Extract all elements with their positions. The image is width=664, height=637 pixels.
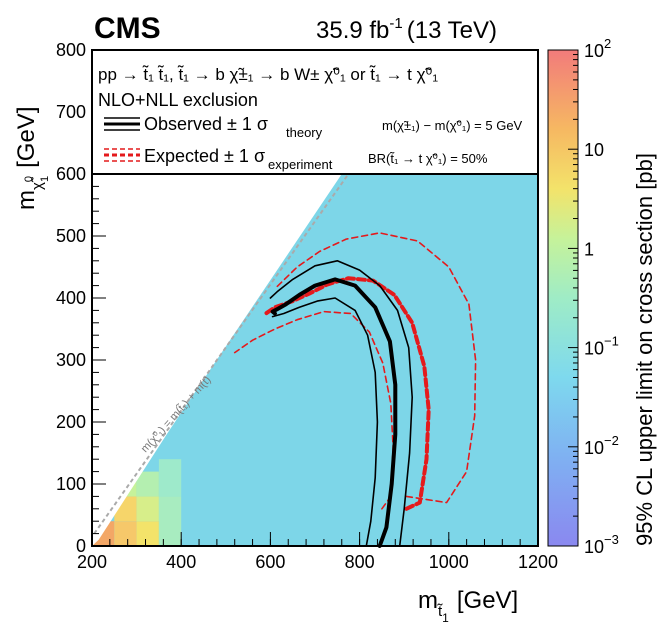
y-tick-label: 400 <box>56 288 86 308</box>
z-tick-label: 10−1 <box>584 334 619 359</box>
heatmap-cell <box>136 521 159 546</box>
z-tick-label: 10 <box>584 140 604 160</box>
y-axis-sub-sup: 0 <box>23 176 35 182</box>
legend-expected-label: Expected ± 1 σ <box>144 146 265 166</box>
observed-limit-curve <box>270 277 398 548</box>
legend-observed: Observed ± 1 σ theory <box>104 114 323 140</box>
y-tick-label: 700 <box>56 102 86 122</box>
x-tick-label: 1000 <box>429 552 469 572</box>
z-tick-label: 10−3 <box>584 532 619 557</box>
color-scale-title: 95% CL upper limit on cross section [pb] <box>632 153 657 546</box>
lumi-label: 35.9 fb-1 (13 TeV) <box>316 15 497 44</box>
kinematic-diagonal-line <box>93 173 350 535</box>
observed-plus-1sigma-curve <box>269 260 413 547</box>
legend-expected-sub: experiment <box>268 157 333 172</box>
x-tick-label: 800 <box>345 552 375 572</box>
x-axis-symbol: m <box>418 587 438 614</box>
z-tick-label: 102 <box>584 36 611 61</box>
y-tick-label: 200 <box>56 412 86 432</box>
legend-observed-sub: theory <box>286 125 323 140</box>
legend-box <box>91 49 539 175</box>
y-axis-title: mχ̃0 1[GeV] <box>13 107 51 210</box>
z-tick-label: 1 <box>584 239 594 259</box>
heatmap-cell <box>136 471 159 497</box>
x-axis-sub: t̃ <box>436 603 443 620</box>
experiment-label: CMS <box>94 12 161 45</box>
y-tick-label: 500 <box>56 226 86 246</box>
color-scale-ticks: 102 10 1 10−1 10−2 10−3 <box>568 36 619 557</box>
y-tick-label: 300 <box>56 350 86 370</box>
y-axis-sub2: 1 <box>39 176 51 182</box>
br-note: BR(t̃₁ → t χ̃⁰₁) = 50% <box>368 151 488 166</box>
y-axis-ticks: 0 100 200 300 400 500 600 700 800 <box>56 40 106 556</box>
x-tick-label: 200 <box>77 552 107 572</box>
lumi-exponent: -1 <box>389 15 402 32</box>
x-tick-label: 600 <box>255 552 285 572</box>
y-axis-unit: [GeV] <box>13 107 40 168</box>
heatmap-cell <box>114 521 137 546</box>
y-tick-label: 600 <box>56 164 86 184</box>
y-tick-label: 0 <box>76 536 86 556</box>
heatmap-cell <box>158 459 182 497</box>
lumi-value: 35.9 fb <box>316 17 389 44</box>
expected-plus-1sigma-curve <box>274 232 477 504</box>
x-axis-title: mt̃1 [GeV] <box>418 587 518 625</box>
x-tick-label: 1200 <box>518 552 558 572</box>
y-tick-label: 100 <box>56 474 86 494</box>
y-axis-symbol: m <box>13 190 40 210</box>
x-axis-unit: [GeV] <box>457 587 518 614</box>
x-axis-ticks: 200 400 600 800 1000 1200 <box>77 532 558 572</box>
x-axis-sub2: 1 <box>442 611 449 625</box>
legend-observed-label: Observed ± 1 σ <box>144 114 268 134</box>
contour-curves <box>233 232 477 548</box>
heatmap-cell <box>158 496 182 546</box>
legend-expected: Expected ± 1 σ experiment <box>104 146 333 172</box>
heatmap-cell <box>136 496 159 522</box>
x-tick-label: 400 <box>166 552 196 572</box>
observed-minus-1sigma-curve <box>271 297 379 547</box>
color-scale-bar <box>547 49 579 547</box>
energy-label: (13 TeV) <box>407 17 497 44</box>
exclusion-label: NLO+NLL exclusion <box>98 90 258 110</box>
mass-split-note: m(χ̃±₁) − m(χ̃⁰₁) = 5 GeV <box>382 118 523 133</box>
z-tick-label: 10−2 <box>584 433 619 458</box>
y-tick-label: 800 <box>56 40 86 60</box>
process-label: pp → t̃₁ t̃₁, t̃₁ → b χ̃±₁ → b W± χ̃⁰₁ o… <box>98 65 438 84</box>
